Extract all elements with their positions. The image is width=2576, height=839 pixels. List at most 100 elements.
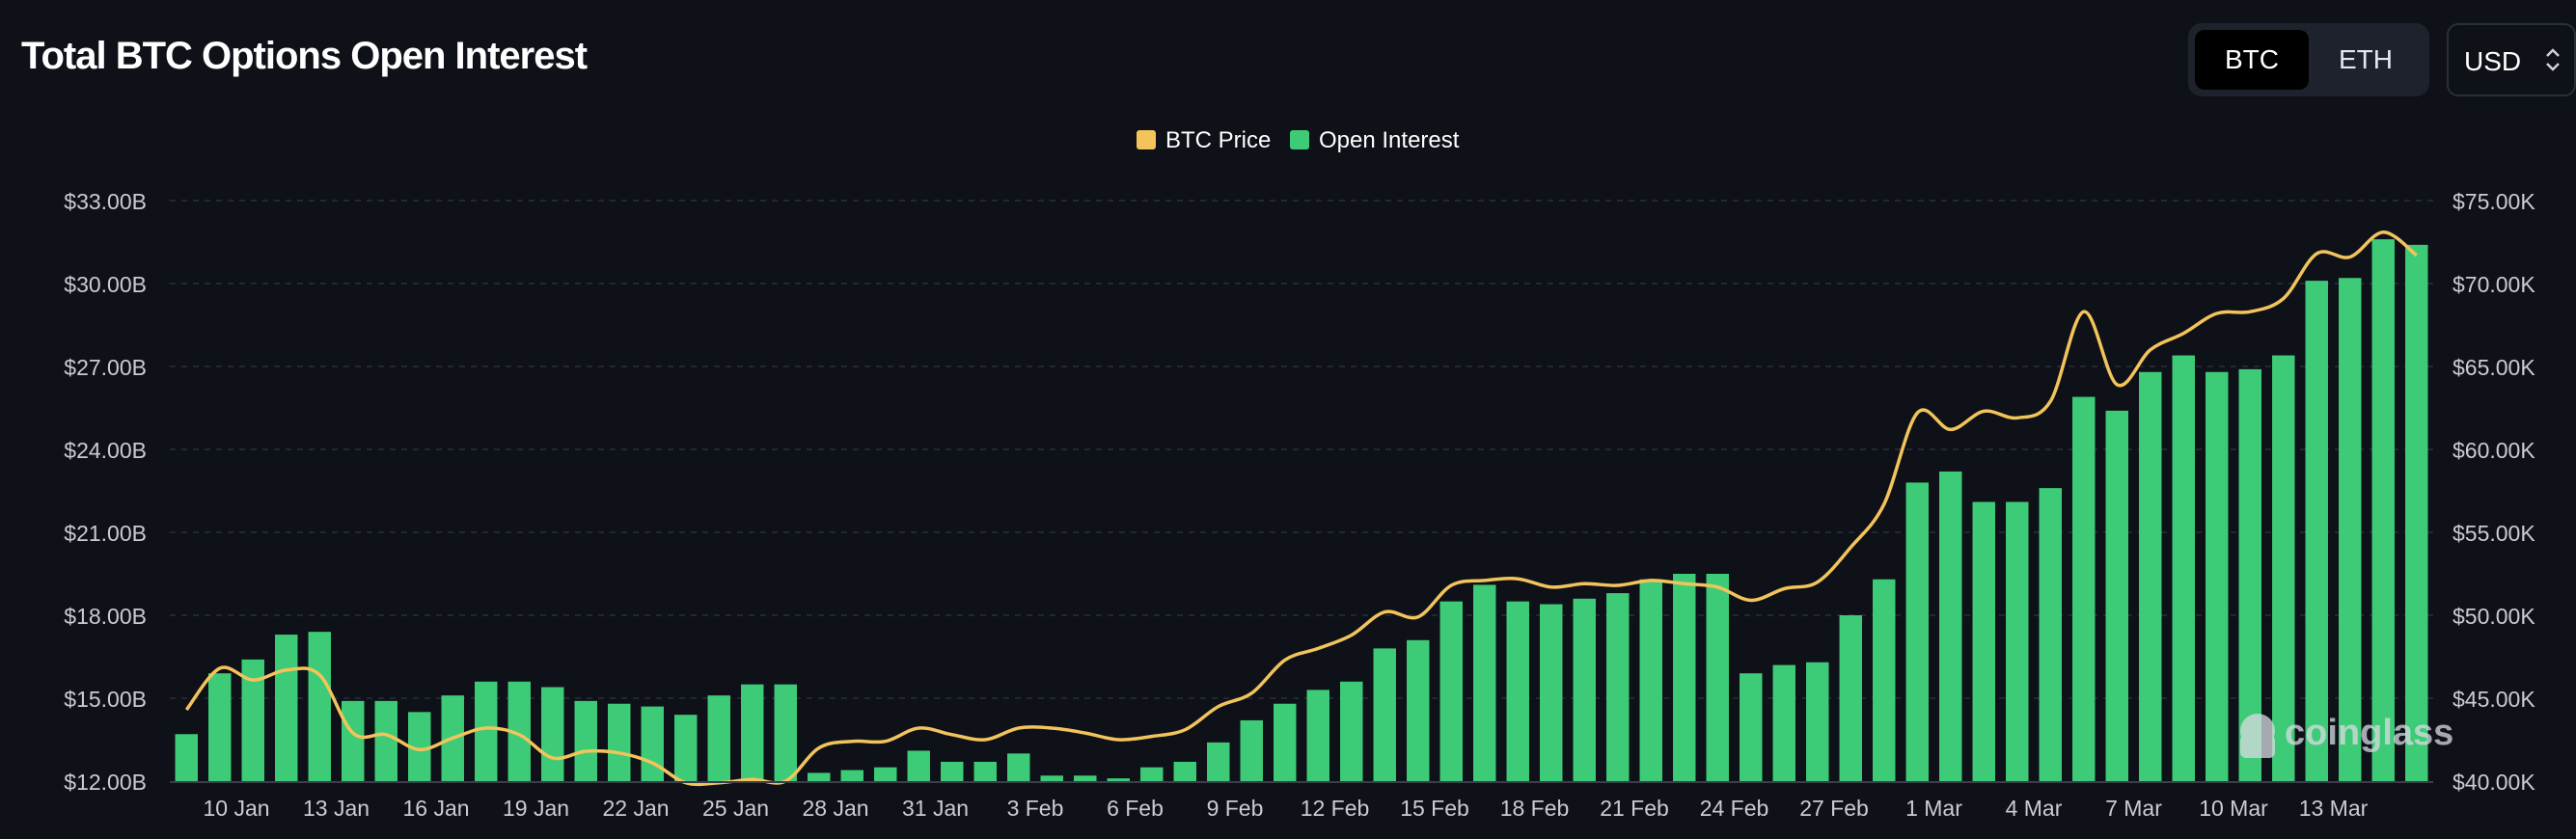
- y-right-tick-label: $70.00K: [2453, 272, 2535, 297]
- open-interest-bar: [1306, 690, 1329, 781]
- open-interest-bar: [774, 684, 797, 781]
- open-interest-bar: [1972, 501, 1995, 781]
- open-interest-bar: [707, 695, 730, 781]
- open-interest-bar: [175, 734, 198, 781]
- coinglass-watermark: coinglass: [2240, 713, 2453, 758]
- asset-tab-btc[interactable]: BTC: [2195, 30, 2309, 90]
- open-interest-bar: [1107, 778, 1130, 781]
- x-tick-label: 9 Feb: [1207, 796, 1264, 821]
- x-tick-label: 21 Feb: [1600, 796, 1669, 821]
- x-tick-label: 27 Feb: [1799, 796, 1869, 821]
- page-title: Total BTC Options Open Interest: [21, 35, 588, 77]
- asset-toggle: BTC ETH: [2188, 23, 2429, 96]
- x-tick-label: 16 Jan: [402, 796, 469, 821]
- x-tick-label: 7 Mar: [2105, 796, 2162, 821]
- open-interest-bar: [741, 684, 764, 781]
- x-tick-label: 28 Jan: [802, 796, 868, 821]
- open-interest-bar: [1040, 775, 1063, 781]
- open-interest-bar: [2272, 355, 2295, 781]
- x-tick-label: 4 Mar: [2006, 796, 2063, 821]
- x-tick-label: 15 Feb: [1400, 796, 1469, 821]
- open-interest-bar: [1074, 775, 1097, 781]
- open-interest-bar: [1839, 615, 1862, 781]
- open-interest-bar: [1905, 482, 1929, 781]
- open-interest-bar: [941, 761, 964, 781]
- open-interest-bar: [1240, 719, 1263, 781]
- legend: BTC Price Open Interest: [1137, 127, 1460, 153]
- y-right-tick-label: $60.00K: [2453, 438, 2535, 463]
- open-interest-bar: [2339, 278, 2362, 781]
- open-interest-bar: [1439, 601, 1463, 781]
- open-interest-bar: [2172, 355, 2195, 781]
- legend-label-open-interest: Open Interest: [1319, 127, 1460, 153]
- open-interest-bar: [475, 681, 498, 781]
- y-right-tick-label: $40.00K: [2453, 770, 2535, 795]
- open-interest-bar: [1207, 742, 1230, 781]
- open-interest-bar: [408, 712, 431, 781]
- open-interest-bar: [1340, 681, 1363, 781]
- open-interest-bar: [1873, 579, 1896, 781]
- y-left-tick-label: $21.00B: [64, 521, 147, 546]
- watermark-logo-body: [2240, 735, 2275, 758]
- y-left-tick-label: $15.00B: [64, 687, 147, 712]
- x-tick-label: 18 Feb: [1500, 796, 1570, 821]
- asset-tab-eth[interactable]: ETH: [2339, 44, 2393, 74]
- open-interest-bar: [907, 750, 930, 781]
- open-interest-bar: [541, 687, 564, 781]
- open-interest-bar: [1007, 753, 1030, 781]
- legend-label-btc-price: BTC Price: [1165, 127, 1271, 153]
- y-left-tick-label: $33.00B: [64, 189, 147, 214]
- open-interest-bar: [2039, 488, 2062, 781]
- open-interest-bar: [1639, 579, 1662, 781]
- open-interest-bar: [1806, 662, 1829, 781]
- x-tick-label: 13 Jan: [303, 796, 370, 821]
- open-interest-bar: [374, 700, 397, 781]
- open-interest-bar: [1673, 574, 1696, 781]
- y-left-tick-label: $24.00B: [64, 438, 147, 463]
- x-tick-label: 19 Jan: [503, 796, 569, 821]
- x-tick-label: 3 Feb: [1007, 796, 1064, 821]
- open-interest-bar: [1373, 648, 1396, 781]
- open-interest-bar: [241, 659, 264, 781]
- open-interest-bar: [2139, 371, 2162, 781]
- open-interest-bar: [1173, 761, 1196, 781]
- x-tick-label: 31 Jan: [902, 796, 969, 821]
- btc-price-series-line: [184, 230, 2418, 787]
- open-interest-bar: [574, 700, 597, 781]
- open-interest-bar: [1274, 703, 1297, 781]
- y-right-tick-label: $50.00K: [2453, 604, 2535, 629]
- open-interest-bar: [275, 635, 298, 781]
- open-interest-bar: [1606, 593, 1630, 781]
- open-interest-bar: [2405, 244, 2428, 781]
- legend-swatch-btc-price: [1137, 130, 1156, 149]
- x-tick-label: 6 Feb: [1107, 796, 1164, 821]
- currency-select[interactable]: USD: [2447, 23, 2576, 96]
- open-interest-bar: [1939, 471, 1962, 781]
- open-interest-bar: [2105, 410, 2128, 781]
- open-interest-bar: [208, 673, 232, 781]
- x-tick-label: 1 Mar: [1905, 796, 1962, 821]
- y-left-tick-label: $18.00B: [64, 604, 147, 629]
- y-right-tick-label: $65.00K: [2453, 355, 2535, 380]
- x-tick-label: 10 Mar: [2199, 796, 2268, 821]
- open-interest-bar: [2206, 371, 2229, 781]
- x-tick-label: 12 Feb: [1301, 796, 1370, 821]
- y-right-tick-label: $45.00K: [2453, 687, 2535, 712]
- open-interest-bar: [507, 681, 531, 781]
- currency-value: USD: [2464, 46, 2522, 76]
- y-left-tick-label: $30.00B: [64, 272, 147, 297]
- open-interest-bar: [2238, 368, 2261, 781]
- x-tick-label: 24 Feb: [1700, 796, 1769, 821]
- chevron-up-down-icon: [2546, 48, 2560, 71]
- open-interest-bar: [2371, 239, 2395, 782]
- open-interest-bar: [608, 703, 631, 781]
- open-interest-bar: [2072, 396, 2096, 781]
- y-left-tick-label: $27.00B: [64, 355, 147, 380]
- open-interest-bar: [1407, 639, 1430, 781]
- open-interest-bar: [874, 767, 897, 781]
- open-interest-bar: [2305, 281, 2328, 782]
- watermark-text: coinglass: [2285, 713, 2453, 753]
- x-tick-label: 13 Mar: [2299, 796, 2369, 821]
- open-interest-bar: [1573, 598, 1596, 781]
- open-interest-bar: [674, 715, 698, 781]
